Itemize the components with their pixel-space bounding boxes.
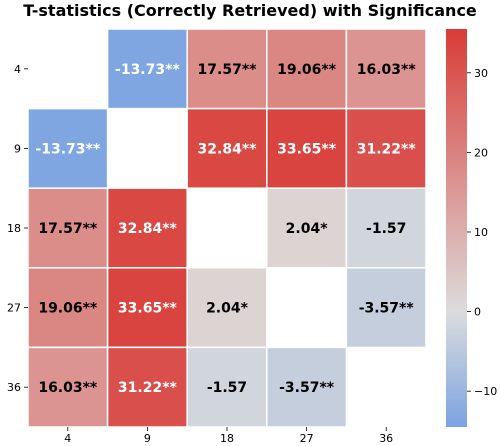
heatmap-cell — [345, 28, 427, 110]
heatmap-cell — [186, 267, 268, 349]
heatmap-cell-label: 33.65** — [118, 301, 178, 317]
heatmap-cell-label: 19.06** — [38, 301, 98, 317]
colorbar-tick-label: 10 — [474, 226, 488, 239]
heatmap-cell — [266, 107, 348, 189]
row-tick-label: 18 — [7, 222, 21, 235]
heatmap-cell-label: 32.84** — [198, 141, 258, 157]
heatmap-cell-label: 19.06** — [277, 62, 337, 78]
col-tick-label: 27 — [300, 432, 314, 445]
row-tick-label: 4 — [14, 63, 21, 76]
heatmap-cell-label: -3.57** — [279, 380, 335, 396]
heatmap-cell-label: 31.22** — [357, 141, 417, 157]
heatmap-cell-label: -13.73** — [115, 62, 180, 78]
heatmap-cell — [186, 107, 268, 189]
heatmap-cell-label: -3.57** — [359, 301, 415, 317]
heatmap-cell — [345, 187, 427, 269]
heatmap-cell — [106, 346, 188, 428]
heatmap-cell-label: 2.04* — [286, 221, 329, 237]
colorbar-ticks: −10 0 10 20 30 — [467, 67, 497, 398]
heatmap-cell — [345, 267, 427, 349]
heatmap-cell — [266, 346, 348, 428]
col-tick-label: 9 — [144, 432, 151, 445]
colorbar-tick-label: −10 — [474, 385, 497, 398]
heatmap-cell-label: 31.22** — [118, 380, 178, 396]
heatmap-cell — [106, 267, 188, 349]
colorbar-tick-label: 30 — [474, 67, 488, 80]
heatmap-cell — [27, 107, 109, 189]
heatmap-cell — [186, 346, 268, 428]
heatmap-cell-label: 16.03** — [38, 380, 98, 396]
heatmap-cell-label: -1.57 — [366, 221, 406, 237]
colorbar-tick-label: 20 — [474, 146, 488, 159]
chart-title: T-statistics (Correctly Retrieved) with … — [23, 1, 477, 20]
col-tick-labels: 4 9 18 27 36 — [64, 427, 393, 445]
heatmap-cell-label: 17.57** — [38, 221, 98, 237]
heatmap-cells — [27, 28, 427, 428]
row-tick-label: 27 — [7, 302, 21, 315]
heatmap-cell — [266, 187, 348, 269]
heatmap-cell — [345, 107, 427, 189]
heatmap-cell-label: 17.57** — [198, 62, 258, 78]
heatmap-cell — [27, 187, 109, 269]
heatmap-cell — [27, 267, 109, 349]
col-tick-label: 36 — [379, 432, 393, 445]
colorbar-tick-label: 0 — [474, 306, 481, 319]
heatmap-cell-label: 16.03** — [357, 62, 417, 78]
heatmap-cell-label: -1.57 — [207, 380, 247, 396]
heatmap-cell-label: 33.65** — [277, 141, 337, 157]
heatmap-cell-labels: -13.73** 17.57** 19.06** 16.03** -13.73** 32.… — [35, 62, 416, 396]
heatmap-cell-label: 32.84** — [118, 221, 178, 237]
heatmap-cell-label: -13.73** — [35, 141, 100, 157]
colorbar — [446, 29, 467, 427]
row-tick-label: 36 — [7, 381, 21, 394]
row-tick-labels: 4 9 18 27 36 — [7, 63, 28, 394]
heatmap-cell-label: 2.04* — [206, 301, 249, 317]
col-tick-label: 4 — [64, 432, 71, 445]
row-tick-label: 9 — [14, 142, 21, 155]
col-tick-label: 18 — [220, 432, 234, 445]
